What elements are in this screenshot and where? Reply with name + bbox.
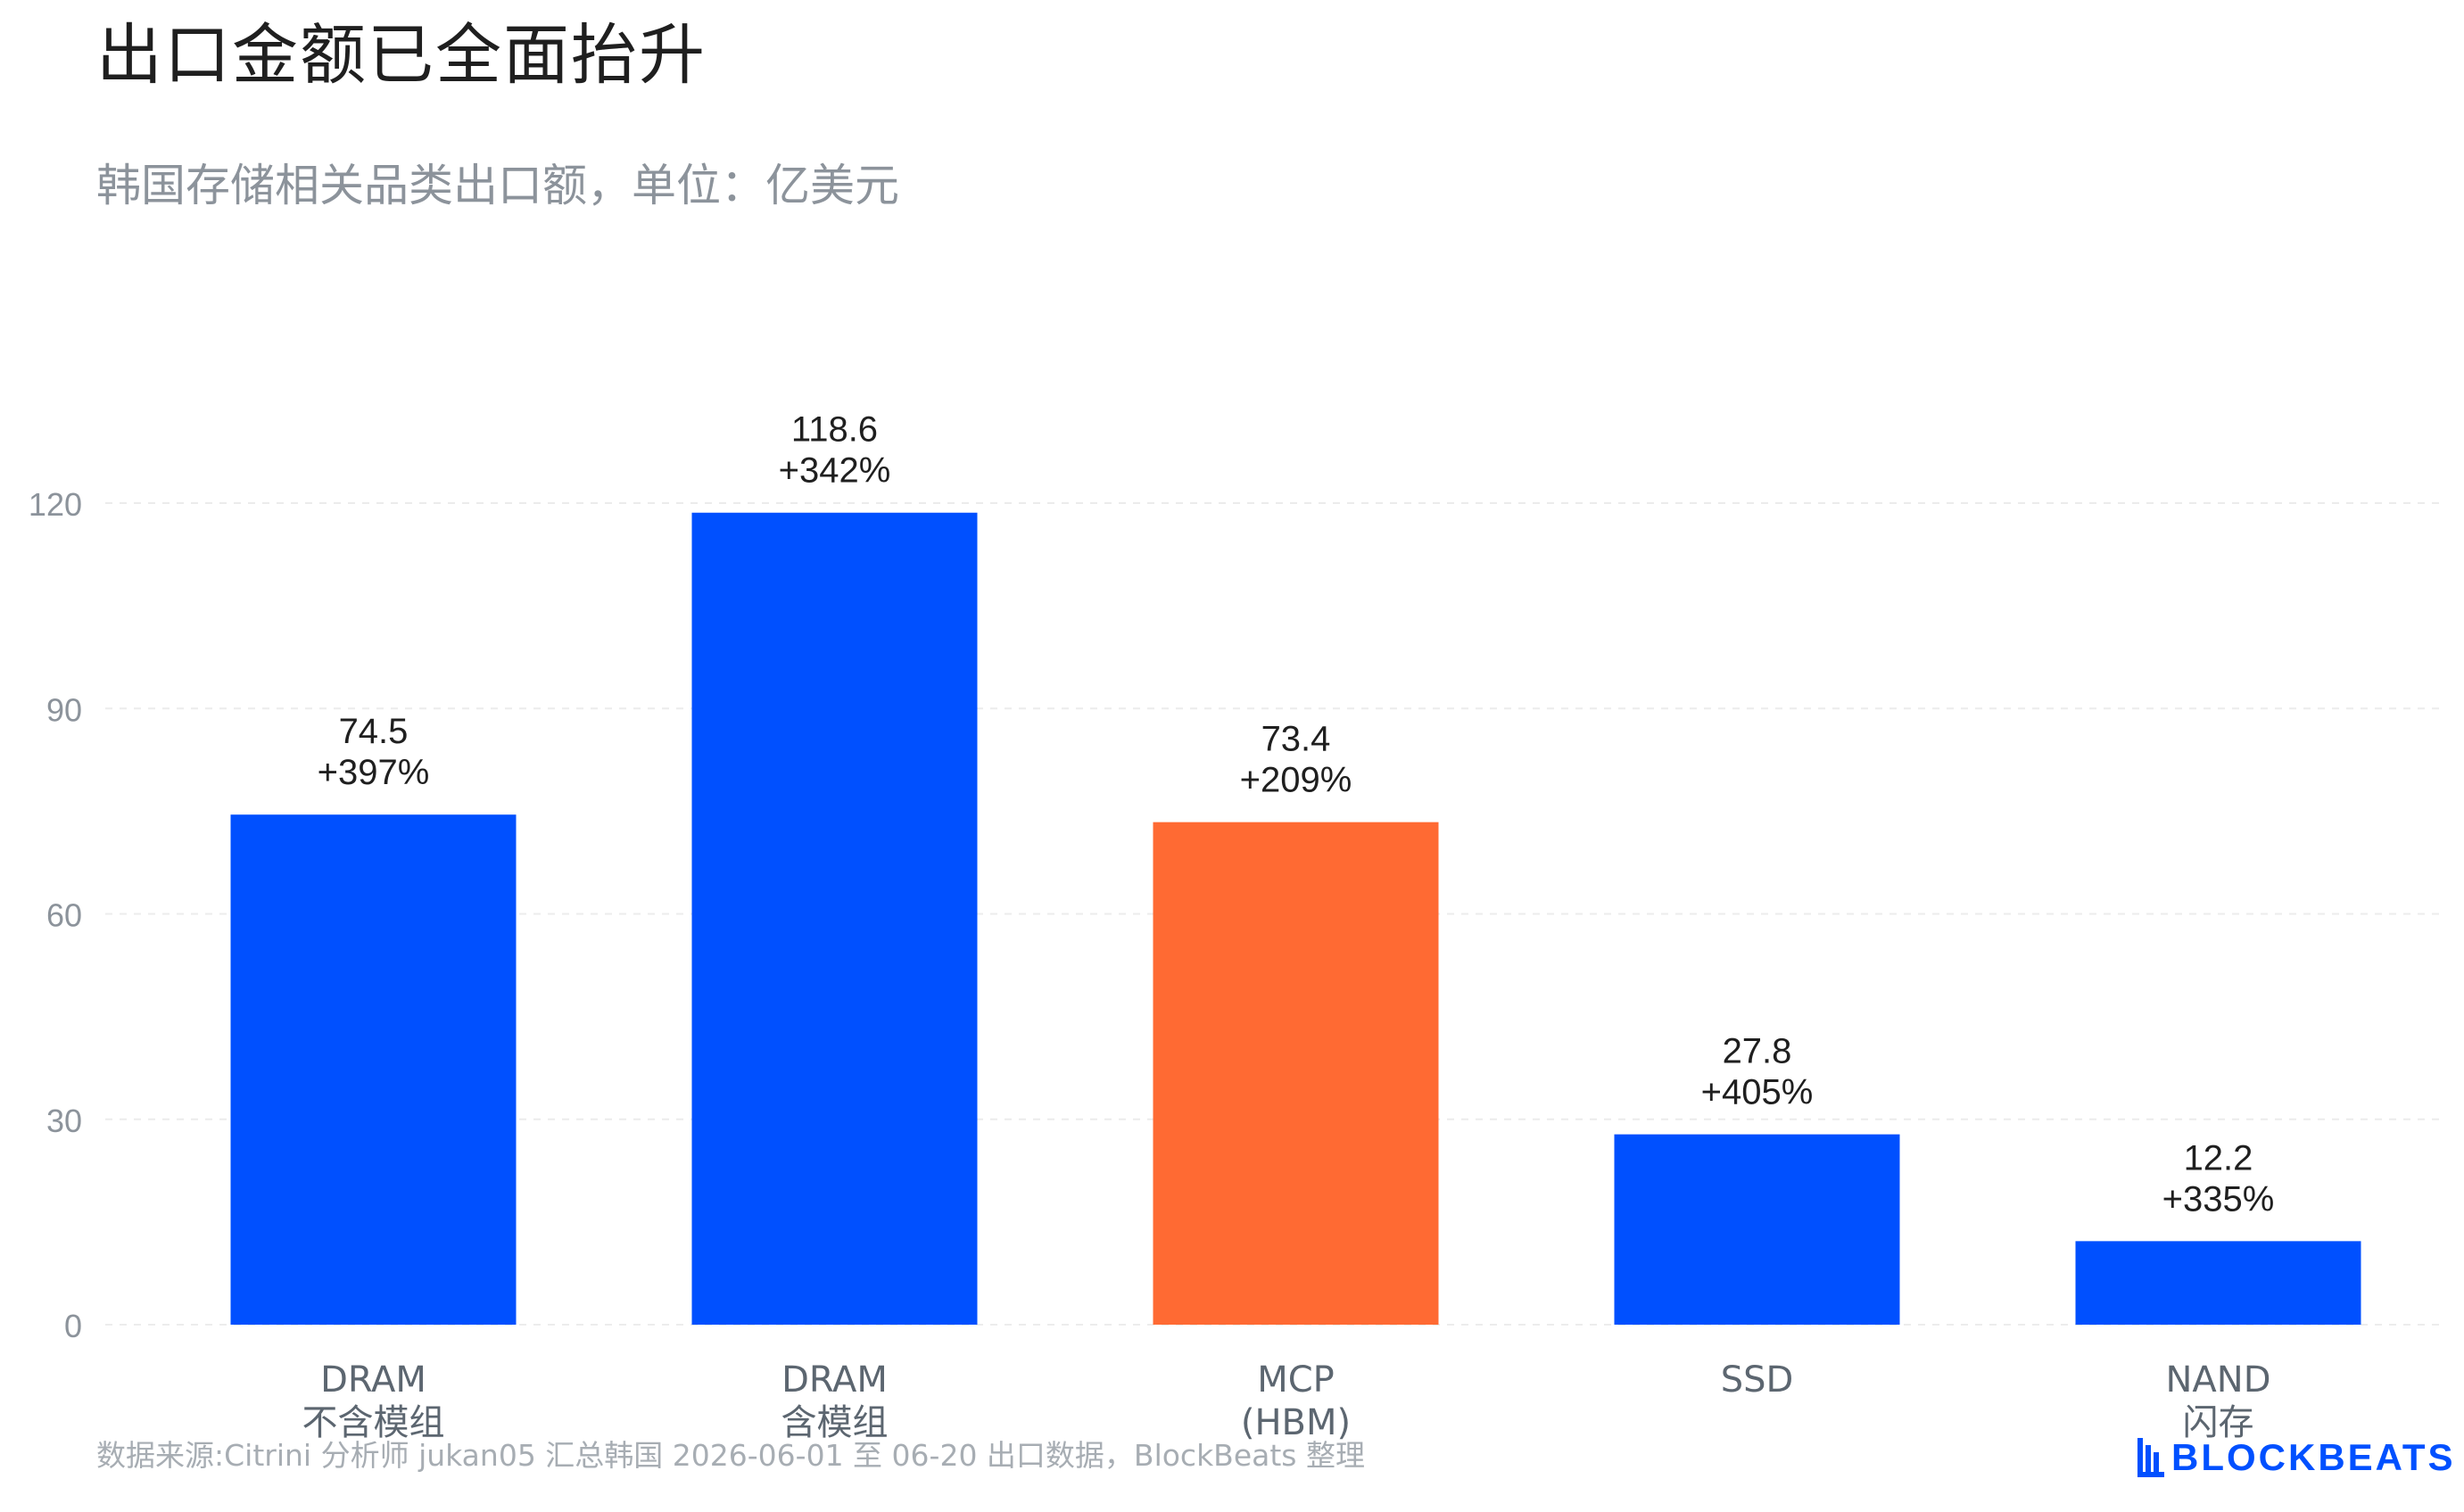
category-label: NAND [2165, 1359, 2270, 1400]
y-tick-label: 60 [46, 897, 82, 934]
bar-growth-label: +342% [779, 451, 891, 491]
category-label: (HBM) [1241, 1402, 1351, 1443]
chart-subtitle: 韩国存储相关品类出口额，单位：亿美元 [96, 160, 899, 211]
category-label: 不含模组 [302, 1402, 445, 1443]
bar-value-label: 118.6 [791, 410, 878, 450]
bar-value-label: 74.5 [339, 712, 409, 751]
blockbeats-logo-icon [2137, 1438, 2164, 1477]
bar-growth-label: +405% [1701, 1073, 1814, 1112]
bar [2075, 1241, 2361, 1325]
y-axis-ticks: 0 30 60 90 120 [29, 486, 82, 1344]
bar-growth-label: +209% [1240, 761, 1352, 800]
y-tick-label: 120 [29, 486, 82, 523]
category-label: 含模组 [781, 1402, 889, 1443]
source-note: 数据来源:Citrini 分析师 jukan05 汇总韩国 2026-06-01… [96, 1438, 1365, 1473]
chart-title: 出口金额已全面抬升 [96, 17, 707, 94]
y-tick-label: 90 [46, 691, 82, 728]
y-tick-label: 30 [46, 1103, 82, 1139]
category-label: MCP [1257, 1359, 1335, 1400]
bar [1614, 1134, 1900, 1325]
category-label: 闪存 [2183, 1402, 2254, 1443]
bar-growth-label: +335% [2162, 1179, 2275, 1219]
brand-logo: BLOCKBEATS [2137, 1436, 2456, 1479]
bars [230, 512, 2361, 1325]
brand-name: BLOCKBEATS [2171, 1436, 2456, 1478]
bar-value-label: 12.2 [2184, 1138, 2253, 1177]
bar-value-label: 27.8 [1723, 1032, 1792, 1071]
category-label: DRAM [781, 1359, 888, 1400]
bar [1153, 822, 1439, 1325]
y-tick-label: 0 [64, 1308, 82, 1344]
data-labels: 74.5+397% 118.6+342% 73.4+209% 27.8+405% 12.… [318, 410, 2275, 1219]
bar-growth-label: +397% [318, 753, 430, 792]
category-label: DRAM [320, 1359, 426, 1400]
bar [230, 814, 517, 1325]
bar-value-label: 73.4 [1261, 720, 1331, 759]
bar [691, 512, 978, 1325]
category-label: SSD [1721, 1359, 1794, 1400]
